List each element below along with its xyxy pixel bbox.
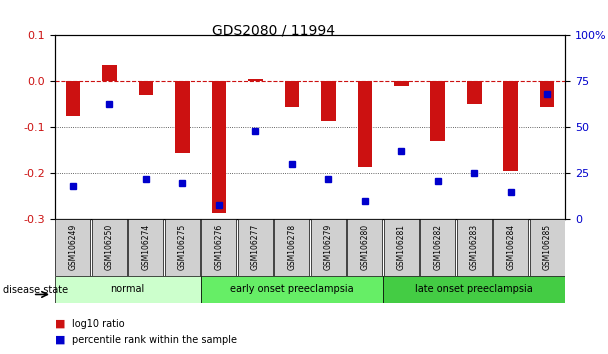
Bar [201,276,383,303]
Bar [347,219,382,276]
Bar [238,219,273,276]
Text: GDS2080 / 11994: GDS2080 / 11994 [212,23,335,37]
Text: GSM106282: GSM106282 [434,224,442,270]
Text: GSM106250: GSM106250 [105,224,114,270]
Bar [55,276,201,303]
Text: late onset preeclampsia: late onset preeclampsia [415,284,533,295]
Text: GSM106285: GSM106285 [543,224,551,270]
Text: ■: ■ [55,335,65,345]
Bar [128,219,164,276]
Bar [175,81,190,153]
Text: GSM106276: GSM106276 [215,224,223,270]
Bar [102,65,117,81]
Bar [248,79,263,81]
Text: GSM106249: GSM106249 [69,224,77,270]
Bar [383,276,565,303]
Bar [285,81,299,107]
Text: GSM106275: GSM106275 [178,224,187,270]
Bar [467,81,482,104]
Bar [212,81,226,212]
Text: early onset preeclampsia: early onset preeclampsia [230,284,354,295]
Bar [201,219,237,276]
Text: log10 ratio: log10 ratio [72,319,125,329]
Bar [274,219,309,276]
Bar [430,81,445,141]
Text: GSM106277: GSM106277 [251,224,260,270]
Bar [530,219,565,276]
Bar [358,81,372,166]
Bar [321,81,336,120]
Text: GSM106284: GSM106284 [506,224,515,270]
Bar [66,81,80,116]
Bar [139,81,153,95]
Text: GSM106274: GSM106274 [142,224,150,270]
Text: GSM106279: GSM106279 [324,224,333,270]
Text: GSM106281: GSM106281 [397,224,406,270]
Text: GSM106280: GSM106280 [361,224,369,270]
Bar [457,219,492,276]
Bar [165,219,200,276]
Bar [420,219,455,276]
Bar [311,219,346,276]
Text: percentile rank within the sample: percentile rank within the sample [72,335,237,345]
Bar [503,81,518,171]
Bar [540,81,554,107]
Text: ■: ■ [55,319,65,329]
Text: normal: normal [111,284,145,295]
Bar [394,81,409,86]
Bar [493,219,528,276]
Text: GSM106283: GSM106283 [470,224,478,270]
Bar [384,219,419,276]
Text: GSM106278: GSM106278 [288,224,296,270]
Bar [55,219,91,276]
Text: disease state: disease state [3,285,68,295]
Bar [92,219,127,276]
